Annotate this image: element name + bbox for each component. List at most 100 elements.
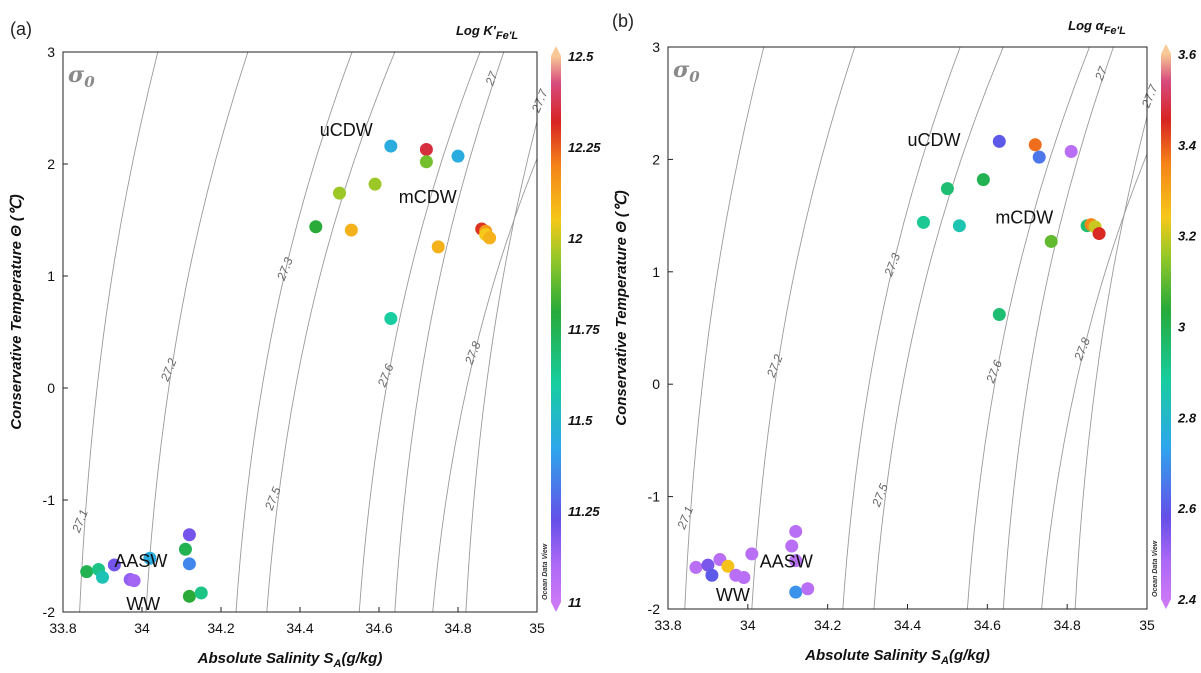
contour-label: 27.5 <box>262 485 284 513</box>
data-point <box>1028 138 1042 152</box>
y-tick-label: 2 <box>47 156 55 172</box>
y-axis-title: Conservative Temperature Θ (℃) <box>8 194 25 430</box>
x-tick-label: 34 <box>134 620 150 636</box>
colorbar-gradient <box>1161 54 1171 599</box>
y-tick-label: -1 <box>648 489 661 505</box>
colorbar-tick-label: 11.5 <box>568 413 593 428</box>
y-tick-label: 1 <box>652 264 660 280</box>
sigma-label: σ0 <box>68 62 95 91</box>
data-point <box>992 134 1006 148</box>
contour-label: 27.1 <box>69 507 91 535</box>
density-contour <box>394 52 505 612</box>
x-tick-label: 34 <box>740 617 756 633</box>
density-contour <box>432 157 537 612</box>
colorbar: 3.6 3.4 3.2 3 2.8 2.6 2.4 <box>1161 44 1197 609</box>
density-contour <box>79 52 159 612</box>
water-mass-label: AASW <box>760 551 813 571</box>
colorbar-gradient <box>551 56 561 602</box>
contour-label: 27 <box>482 68 501 88</box>
x-tick-label: 34.4 <box>286 620 313 636</box>
density-contour <box>842 47 961 609</box>
data-point <box>789 554 803 568</box>
data-point <box>107 558 121 572</box>
data-point <box>737 571 751 585</box>
water-mass-label: AASW <box>114 551 167 571</box>
data-point <box>689 560 703 574</box>
data-point <box>127 574 141 588</box>
colorbar-bottom-arrow <box>551 602 561 612</box>
panel-label: (b) <box>612 11 634 31</box>
contour-label: 27.8 <box>462 339 484 367</box>
data-point <box>431 240 445 254</box>
y-axis-title: Conservative Temperature Θ (℃) <box>613 190 630 426</box>
data-point <box>789 585 803 599</box>
water-mass-label: WW <box>716 585 750 605</box>
colorbar-credit: Ocean Data View <box>542 543 549 600</box>
data-point <box>785 539 799 553</box>
contour-label: 27 <box>1092 64 1111 84</box>
density-contour <box>145 52 249 612</box>
colorbar-tick-label: 12.25 <box>568 140 601 155</box>
density-contour <box>751 47 856 609</box>
contour-label: 27.6 <box>374 362 396 390</box>
water-mass-label: uCDW <box>320 120 373 140</box>
data-point <box>182 589 196 603</box>
panel-b: (b) 27.1 27.2 27.3 27.5 27.6 27 27.7 27.8 33.8 34 3… <box>612 11 1197 667</box>
water-mass-label: WW <box>126 594 160 614</box>
data-point <box>976 173 990 187</box>
x-tick-label: 34.6 <box>365 620 392 636</box>
colorbar-top-arrow <box>1161 44 1171 54</box>
contour-label: 27.8 <box>1071 335 1093 363</box>
contour-label: 27.7 <box>1138 81 1161 110</box>
data-point <box>1064 145 1078 159</box>
density-contour <box>358 52 481 612</box>
x-tick-label: 35 <box>529 620 545 636</box>
colorbar-title: Log αFe'L <box>1068 18 1126 37</box>
density-contour <box>1002 47 1114 609</box>
contour-label: 27.2 <box>157 356 179 384</box>
colorbar-tick-label: 3 <box>1178 320 1186 335</box>
data-point <box>309 220 323 234</box>
contour-label: 27.3 <box>881 251 903 279</box>
data-point <box>721 559 735 573</box>
contour-label: 27.3 <box>274 255 296 283</box>
data-point <box>940 182 954 196</box>
colorbar-tick-label: 12 <box>568 231 583 246</box>
y-tick-label: 0 <box>47 380 55 396</box>
x-tick-label: 34.2 <box>814 617 841 633</box>
x-tick-label: 33.8 <box>49 620 76 636</box>
data-point <box>1044 234 1058 248</box>
x-tick-label: 34.2 <box>207 620 234 636</box>
data-point <box>1032 150 1046 164</box>
density-contour <box>235 52 353 612</box>
water-mass-label: uCDW <box>908 130 961 150</box>
colorbar-tick-label: 11.25 <box>568 504 600 519</box>
colorbar: 12.5 12.25 12 11.75 11.5 11.25 11 <box>551 46 601 612</box>
y-tick-label: 3 <box>47 44 55 60</box>
x-tick-label: 34.8 <box>1054 617 1081 633</box>
contour-label: 27.5 <box>869 481 891 509</box>
density-contour <box>1041 152 1147 609</box>
panel-a: (a) 27.1 27.2 27.3 27.5 27.6 27 27.7 27.8 33.8 34 3… <box>8 19 601 670</box>
colorbar-tick-label: 2.4 <box>1177 592 1197 607</box>
data-point <box>182 528 196 542</box>
x-tick-label: 35 <box>1139 617 1155 633</box>
panel-label: (a) <box>10 19 32 39</box>
colorbar-top-arrow <box>551 46 561 56</box>
x-tick-label: 34.8 <box>444 620 471 636</box>
y-tick-label: 1 <box>47 268 55 284</box>
density-contour <box>1074 114 1147 609</box>
x-axis-title: Absolute Salinity SA(g/kg) <box>197 650 383 670</box>
sigma-label: σ0 <box>673 57 700 86</box>
data-point <box>96 570 109 584</box>
data-point <box>194 586 208 600</box>
y-tick-label: 0 <box>652 376 660 392</box>
data-point <box>419 155 433 169</box>
x-axis-title: Absolute Salinity SA(g/kg) <box>804 647 990 667</box>
contour-label: 27.1 <box>674 504 696 532</box>
colorbar-tick-label: 3.6 <box>1178 47 1197 62</box>
data-point <box>705 568 719 582</box>
density-contours <box>684 47 1147 609</box>
data-point <box>483 231 497 245</box>
colorbar-tick-label: 3.2 <box>1178 229 1197 244</box>
